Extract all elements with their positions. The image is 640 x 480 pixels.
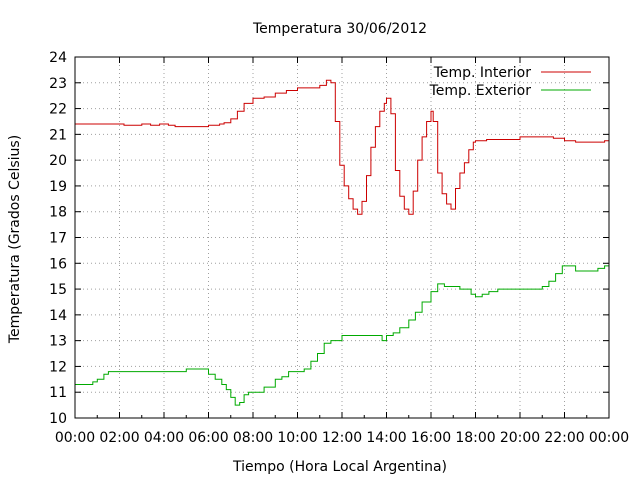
x-tick-label: 12:00 [322, 430, 362, 446]
x-tick-label: 10:00 [277, 430, 317, 446]
series-line-interior [75, 79, 610, 215]
y-tick-label: 10 [49, 411, 67, 427]
legend: Temp. Interior Temp. Exterior [429, 65, 591, 99]
x-tick-label: 20:00 [500, 430, 540, 446]
x-tick-label: 22:00 [544, 430, 584, 446]
y-tick-label: 16 [49, 256, 67, 272]
y-tick-label: 14 [49, 308, 67, 324]
x-tick-label: 08:00 [233, 430, 273, 446]
y-tick-label: 17 [49, 231, 67, 247]
x-tick-label: 14:00 [366, 430, 406, 446]
x-tick-label: 02:00 [99, 430, 139, 446]
plot-frame [74, 56, 610, 419]
series-line-exterior [75, 263, 610, 406]
x-tick-label: 18:00 [455, 430, 495, 446]
x-tick-label: 16:00 [411, 430, 451, 446]
x-axis-label: Tiempo (Hora Local Argentina) [232, 459, 447, 475]
y-tick-label: 12 [49, 359, 67, 375]
y-tick-labels: 10 11 12 13 14 15 16 17 18 19 20 21 22 23 24 [49, 50, 67, 427]
y-tick-label: 23 [49, 76, 67, 92]
y-tick-label: 21 [49, 127, 67, 143]
y-axis-label: Temperatura (Grados Celsius) [7, 135, 23, 344]
y-tick-label: 11 [49, 385, 67, 401]
series-lines [75, 79, 610, 406]
y-tick-label: 18 [49, 205, 67, 221]
x-tick-label: 00:00 [55, 430, 95, 446]
y-tick-label: 15 [49, 282, 67, 298]
x-tick-label: 06:00 [188, 430, 228, 446]
x-tick-labels: 00:00 02:00 04:00 06:00 08:00 10:00 12:00 14:00… [55, 430, 629, 446]
y-tick-label: 19 [49, 179, 67, 195]
y-tick-label: 22 [49, 102, 67, 118]
legend-label: Temp. Exterior [429, 83, 532, 99]
legend-label: Temp. Interior [433, 65, 532, 81]
x-tick-label: 00:00 [589, 430, 629, 446]
y-tick-label: 24 [49, 50, 67, 66]
chart-title: Temperatura 30/06/2012 [252, 21, 427, 37]
grid-lines [75, 57, 609, 418]
x-tick-label: 04:00 [144, 430, 184, 446]
y-tick-label: 13 [49, 334, 67, 350]
y-tick-label: 20 [49, 153, 67, 169]
